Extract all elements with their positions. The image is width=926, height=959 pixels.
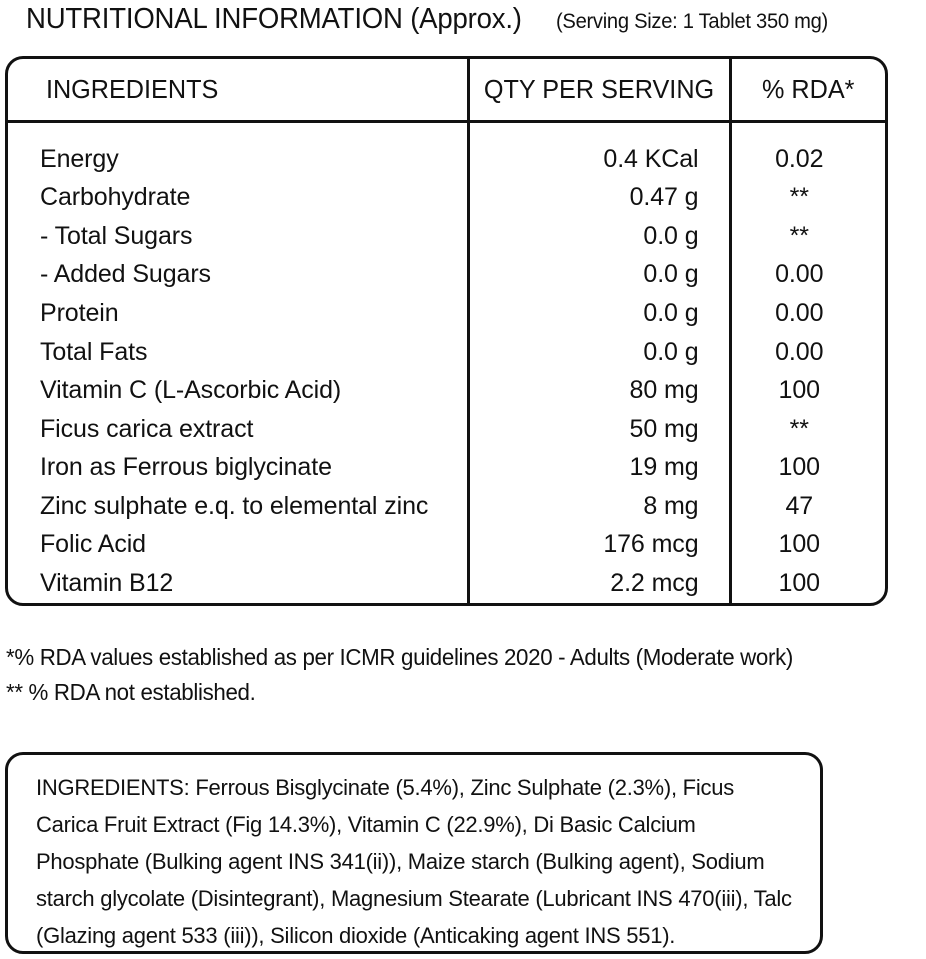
cell-qty-per-serving: 0.0 g [466,216,730,256]
nutrition-table: INGREDIENTS QTY PER SERVING % RDA* Energ… [8,59,885,603]
table-row: Ficus carica extract 50 mg ** [8,409,885,449]
table-row: Vitamin B12 2.2 mcg 100 [8,564,885,603]
table-row: - Total Sugars 0.0 g ** [8,216,885,256]
cell-ingredient: Carbohydrate [40,183,191,212]
cell-qty-per-serving: 0.47 g [466,178,730,217]
cell-qty-per-serving: 0.0 g [466,332,730,372]
table-row: Energy 0.4 KCal 0.02 [8,139,885,179]
cell-ingredient: Vitamin B12 [40,569,174,598]
table-row: Folic Acid 176 mcg 100 [8,525,885,565]
table-header: INGREDIENTS QTY PER SERVING % RDA* [8,59,885,123]
table-row: Zinc sulphate e.q. to elemental zinc 8 mg… [8,487,885,526]
table-row: Total Fats 0.0 g 0.00 [8,332,885,372]
column-header-percent-rda: % RDA* [730,59,883,123]
cell-percent-rda: 100 [728,371,885,410]
cell-ingredient: Total Fats [40,337,148,366]
cell-qty-per-serving: 80 mg [466,371,730,410]
cell-percent-rda: ** [728,178,885,217]
nutrition-title-row: NUTRITIONAL INFORMATION (Approx.) (Servi… [26,2,922,42]
cell-ingredient: - Total Sugars [40,221,193,250]
nutrition-table-container: INGREDIENTS QTY PER SERVING % RDA* Energ… [5,56,888,606]
cell-ingredient: Iron as Ferrous biglycinate [40,453,332,482]
cell-ingredient: Energy [40,144,119,173]
table-row: Protein 0.0 g 0.00 [8,294,885,333]
serving-size-label: (Serving Size: 1 Tablet 350 mg) [555,10,828,33]
cell-percent-rda: 0.00 [728,255,885,295]
footnote-rda-source: *% RDA values established as per ICMR gu… [6,644,793,670]
page-title: NUTRITIONAL INFORMATION (Approx.) [26,3,522,35]
cell-ingredient: Protein [40,298,119,327]
cell-qty-per-serving: 8 mg [466,487,730,526]
cell-percent-rda: 0.02 [728,139,885,179]
ingredients-text: INGREDIENTS: Ferrous Bisglycinate (5.4%)… [36,775,792,948]
cell-percent-rda: 0.00 [728,294,885,333]
ingredients-panel: INGREDIENTS: Ferrous Bisglycinate (5.4%)… [5,752,823,954]
footnotes: *% RDA values established as per ICMR gu… [6,640,906,710]
cell-qty-per-serving: 0.4 KCal [466,139,730,179]
cell-qty-per-serving: 176 mcg [466,525,730,565]
cell-qty-per-serving: 50 mg [466,409,730,449]
cell-percent-rda: ** [728,216,885,256]
table-row: Iron as Ferrous biglycinate 19 mg 100 [8,448,885,488]
cell-ingredient: - Added Sugars [40,260,211,289]
column-header-qty-per-serving: QTY PER SERVING [470,59,727,123]
table-row: - Added Sugars 0.0 g 0.00 [8,255,885,295]
table-body: Energy 0.4 KCal 0.02 Carbohydrate 0.47 g ** - … [8,121,885,603]
cell-ingredient: Ficus carica extract [40,414,254,443]
cell-ingredient: Vitamin C (L-Ascorbic Acid) [40,376,342,405]
cell-qty-per-serving: 0.0 g [466,294,730,333]
cell-percent-rda: 100 [728,525,885,565]
table-spacer-row [8,121,885,140]
table-row: Carbohydrate 0.47 g ** [8,178,885,217]
cell-qty-per-serving: 19 mg [466,448,730,488]
cell-percent-rda: 0.00 [728,332,885,372]
column-header-ingredients: INGREDIENTS [14,59,462,123]
cell-qty-per-serving: 2.2 mcg [466,564,730,603]
cell-percent-rda: 100 [728,448,885,488]
cell-qty-per-serving: 0.0 g [466,255,730,295]
cell-percent-rda: 100 [728,564,885,603]
cell-percent-rda: ** [728,409,885,449]
table-row: Vitamin C (L-Ascorbic Acid) 80 mg 100 [8,371,885,410]
table-header-row: INGREDIENTS QTY PER SERVING % RDA* [8,59,885,123]
footnote-rda-not-established: ** % RDA not established. [6,679,256,705]
cell-ingredient: Zinc sulphate e.q. to elemental zinc [40,491,429,520]
cell-ingredient: Folic Acid [40,530,146,559]
cell-percent-rda: 47 [728,487,885,526]
